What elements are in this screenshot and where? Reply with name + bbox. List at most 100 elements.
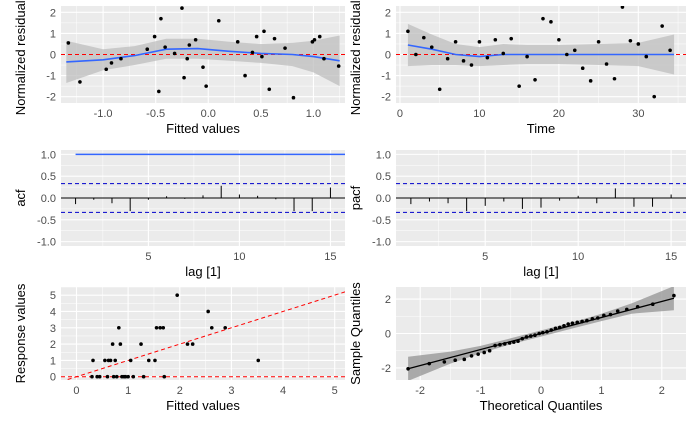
data-point [461, 59, 466, 63]
data-point [105, 374, 110, 379]
data-point [187, 43, 192, 47]
y-tick-label: -0.5 [37, 215, 56, 227]
x-axis-title: Fitted values [166, 398, 240, 413]
qq-point [533, 333, 537, 338]
data-layer [396, 183, 686, 213]
x-tick-label: 3 [228, 385, 234, 397]
y-tick-label: 0.0 [376, 193, 391, 205]
data-point [604, 62, 609, 66]
data-point [190, 342, 195, 346]
identity-reference-line [64, 291, 345, 380]
data-point [557, 37, 561, 42]
data-point [97, 374, 102, 379]
data-point [128, 358, 133, 363]
y-tick-label: 0 [385, 50, 391, 62]
x-axis-title: lag [1] [523, 264, 558, 279]
data-point [312, 37, 317, 42]
x-tick-label: 10 [233, 251, 245, 263]
qq-point [575, 320, 580, 325]
data-point [322, 56, 326, 61]
data-point [437, 87, 442, 92]
qq-point [453, 358, 458, 362]
qq-point [520, 336, 525, 341]
x-tick-label: 0 [397, 108, 403, 120]
qq-point [524, 335, 529, 339]
qq-point [502, 342, 507, 346]
panel-qq: -2 -1 0 1 2 -2 0 2 Theoretical Quantiles Sample Q… [348, 282, 686, 413]
panel-resid-fitted: -1.0 -0.5 0.0 0.5 1.0 -2 -1 0 1 2 Fitted values Nor… [13, 0, 345, 136]
x-tick-label: 10 [473, 108, 485, 120]
data-point [572, 48, 577, 53]
x-tick-label: 20 [553, 108, 565, 120]
data-point [250, 50, 255, 55]
data-point [453, 40, 458, 44]
data-point [223, 325, 228, 330]
data-point [317, 34, 322, 39]
data-point [152, 34, 157, 39]
qq-point [562, 323, 566, 328]
y-tick-label: -1.0 [37, 237, 56, 249]
qq-point [427, 361, 432, 366]
y-tick-label: -2 [46, 92, 56, 104]
data-point [131, 374, 136, 379]
data-point [429, 45, 434, 49]
qq-point [545, 329, 549, 334]
y-tick-label: 5 [50, 290, 56, 302]
data-layer [396, 6, 686, 99]
qq-point [528, 334, 533, 338]
data-point [267, 87, 272, 92]
qq-point [462, 357, 467, 362]
data-point [668, 48, 672, 53]
data-point [162, 374, 167, 379]
x-tick-label: 2 [659, 385, 665, 397]
qq-point [590, 317, 595, 321]
data-point [185, 342, 190, 346]
y-axis-title: Response values [13, 283, 28, 383]
qq-point [635, 305, 640, 309]
data-point [114, 374, 119, 379]
x-tick-label: -1 [476, 385, 486, 397]
qq-point [482, 350, 487, 355]
qq-point [570, 321, 575, 325]
y-tick-label: -2 [381, 92, 391, 104]
data-point [517, 84, 521, 88]
y-tick-label: 2 [385, 294, 391, 306]
data-point [549, 20, 553, 24]
y-tick-label: 1.0 [376, 149, 391, 161]
x-axis-title: lag [1] [185, 264, 220, 279]
data-point [628, 38, 633, 43]
data-point [445, 56, 450, 61]
qq-point [672, 293, 676, 298]
qq-point [580, 319, 584, 324]
y-axis-title: pacf [348, 185, 363, 210]
qq-point [507, 341, 512, 345]
qq-point [469, 354, 474, 358]
data-point [652, 94, 657, 99]
data-point [91, 358, 95, 363]
qq-point [537, 331, 541, 336]
y-axis-title: Normalized residuals [348, 0, 363, 115]
data-point [78, 80, 82, 84]
x-tick-label: 0 [538, 385, 544, 397]
qq-point [498, 342, 502, 347]
x-tick-label: 0.5 [253, 108, 268, 120]
data-point [660, 24, 664, 28]
data-point [118, 342, 123, 346]
qq-point [557, 325, 562, 330]
data-point [254, 34, 259, 39]
data-point [636, 42, 641, 46]
y-axis-title: Sample Quantiles [348, 282, 363, 385]
data-point [469, 63, 474, 67]
qq-point [650, 302, 655, 307]
data-point [272, 36, 277, 41]
loess-smooth-line [407, 44, 675, 58]
data-point [117, 325, 121, 330]
data-point [525, 54, 529, 59]
plot-panel-background [61, 287, 345, 380]
data-point [533, 78, 537, 82]
qq-point [476, 352, 480, 356]
data-point [141, 374, 146, 379]
data-point [95, 374, 99, 379]
qq-point [595, 316, 600, 320]
